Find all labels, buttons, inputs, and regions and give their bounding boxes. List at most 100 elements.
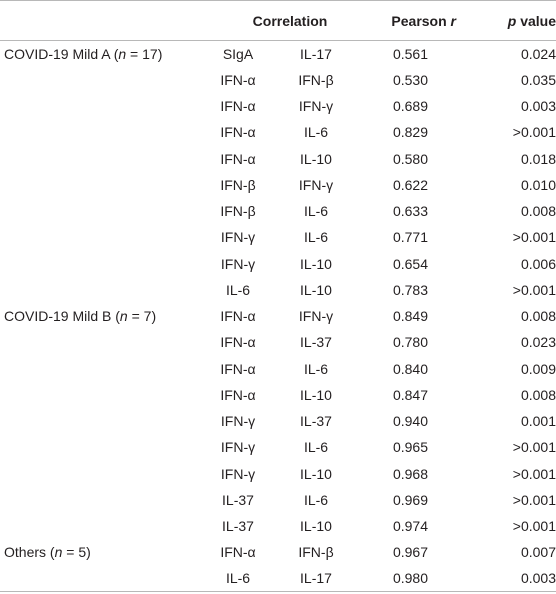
table-row: IL-6 IL-17 0.980 0.003	[0, 565, 556, 593]
group-cell	[0, 198, 212, 224]
correlation-variable-a: IFN-α	[220, 360, 256, 377]
group-cell	[0, 119, 212, 145]
header-correlation: Correlation	[212, 0, 362, 41]
correlation-variable-b: IFN-γ	[298, 98, 334, 115]
pearson-r-value: 0.968	[392, 465, 428, 482]
p-value: 0.008	[520, 203, 556, 220]
group-cell	[0, 172, 212, 198]
group-cell	[0, 224, 212, 250]
pearson-r-value: 0.847	[392, 386, 428, 403]
correlation-variable-b: IL-10	[300, 255, 332, 272]
pearson-r-value: 0.849	[392, 308, 428, 325]
p-value: >0.001	[512, 491, 556, 508]
group-cell	[0, 146, 212, 172]
correlation-variable-b: IL-6	[303, 203, 329, 220]
pearson-r-value: 0.622	[392, 176, 428, 193]
group-cell: COVID-19 Mild B (n = 7)	[0, 303, 212, 329]
group-cell	[0, 356, 212, 382]
correlation-variable-a: IFN-α	[220, 334, 256, 351]
group-n-symbol: n	[118, 45, 127, 62]
p-value: 0.003	[520, 98, 556, 115]
p-value: 0.035	[520, 71, 556, 88]
pearson-r-value: 0.654	[392, 255, 428, 272]
header-pearson: Pearson r	[362, 0, 468, 41]
group-cell: COVID-19 Mild A (n = 17)	[0, 41, 212, 67]
table-row: COVID-19 Mild A (n = 17) SIgA IL-17 0.561 0.…	[0, 41, 556, 67]
p-value: 0.006	[520, 255, 556, 272]
header-pearson-symbol: r	[450, 12, 456, 29]
pearson-r-value: 0.783	[392, 281, 428, 298]
p-value: 0.009	[520, 360, 556, 377]
p-value: >0.001	[512, 439, 556, 456]
correlation-variable-b: IL-6	[303, 229, 329, 246]
table-row: IFN-α IL-10 0.847 0.008	[0, 382, 556, 408]
table-row: IFN-α IL-10 0.580 0.018	[0, 146, 556, 172]
p-value: 0.018	[520, 150, 556, 167]
pearson-r-value: 0.940	[392, 413, 428, 430]
correlation-variable-a: IFN-α	[220, 124, 256, 141]
group-cell	[0, 67, 212, 93]
p-value: >0.001	[512, 229, 556, 246]
correlation-variable-b: IL-10	[300, 281, 332, 298]
pearson-r-value: 0.980	[362, 565, 468, 593]
header-pvalue-label: value	[520, 12, 556, 29]
group-cell	[0, 93, 212, 119]
correlation-variable-a: IFN-α	[220, 386, 256, 403]
correlation-variable-a: IL-6	[225, 281, 251, 298]
table-row: IFN-β IL-6 0.633 0.008	[0, 198, 556, 224]
pearson-r-value: 0.780	[392, 334, 428, 351]
table-row: IL-37 IL-6 0.969 >0.001	[0, 487, 556, 513]
group-cell	[0, 487, 212, 513]
p-value: 0.008	[520, 308, 556, 325]
pearson-r-value: 0.969	[392, 491, 428, 508]
group-count: = 5)	[62, 544, 91, 561]
correlation-variable-b: IL-17	[300, 45, 332, 62]
group-label: Others (	[4, 544, 55, 561]
correlation-variable-b: IL-6	[303, 360, 329, 377]
correlation-variable-a: IFN-γ	[220, 439, 256, 456]
pearson-r-value: 0.840	[392, 360, 428, 377]
table-row: IFN-γ IL-10 0.654 0.006	[0, 251, 556, 277]
p-value: >0.001	[512, 518, 556, 535]
pearson-r-value: 0.530	[392, 71, 428, 88]
p-value: >0.001	[512, 281, 556, 298]
p-value: 0.023	[520, 334, 556, 351]
group-count: = 7)	[127, 308, 157, 325]
table-row: IFN-γ IL-37 0.940 0.001	[0, 408, 556, 434]
table-body: COVID-19 Mild A (n = 17) SIgA IL-17 0.561 0.…	[0, 41, 556, 593]
p-value: >0.001	[512, 465, 556, 482]
table-row: COVID-19 Mild B (n = 7) IFN-α IFN-γ 0.849 0.…	[0, 303, 556, 329]
pearson-r-value: 0.689	[392, 98, 428, 115]
group-count: = 17)	[126, 45, 163, 62]
correlation-variable-b: IFN-β	[298, 71, 334, 88]
table-row: IFN-α IL-6 0.840 0.009	[0, 356, 556, 382]
correlation-variable-a: IFN-α	[220, 150, 256, 167]
table-row: IFN-β IFN-γ 0.622 0.010	[0, 172, 556, 198]
group-cell	[0, 461, 212, 487]
group-cell	[0, 277, 212, 303]
group-cell	[0, 329, 212, 355]
table-row: IL-6 IL-10 0.783 >0.001	[0, 277, 556, 303]
pearson-r-value: 0.633	[392, 203, 428, 220]
pearson-r-value: 0.965	[392, 439, 428, 456]
correlation-variable-a: IL-6	[212, 565, 264, 593]
correlation-variable-a: IFN-α	[220, 98, 256, 115]
header-pvalue: p value	[468, 0, 556, 41]
correlation-variable-b: IFN-β	[298, 544, 334, 561]
table-row: IFN-α IFN-β 0.530 0.035	[0, 67, 556, 93]
correlation-variable-a: IFN-γ	[220, 465, 256, 482]
group-cell	[0, 251, 212, 277]
p-value: 0.008	[520, 386, 556, 403]
pearson-r-value: 0.974	[392, 518, 428, 535]
group-cell	[0, 408, 212, 434]
pearson-r-value: 0.967	[392, 544, 428, 561]
header-pvalue-symbol: p	[507, 12, 517, 29]
pearson-r-value: 0.580	[392, 150, 428, 167]
table-row: IFN-γ IL-6 0.965 >0.001	[0, 434, 556, 460]
p-value: 0.010	[520, 176, 556, 193]
group-cell	[0, 434, 212, 460]
group-label: COVID-19 Mild A (	[4, 45, 119, 62]
correlation-variable-b: IL-10	[300, 386, 332, 403]
correlation-variable-a: IFN-α	[220, 308, 256, 325]
pearson-r-value: 0.561	[392, 45, 428, 62]
